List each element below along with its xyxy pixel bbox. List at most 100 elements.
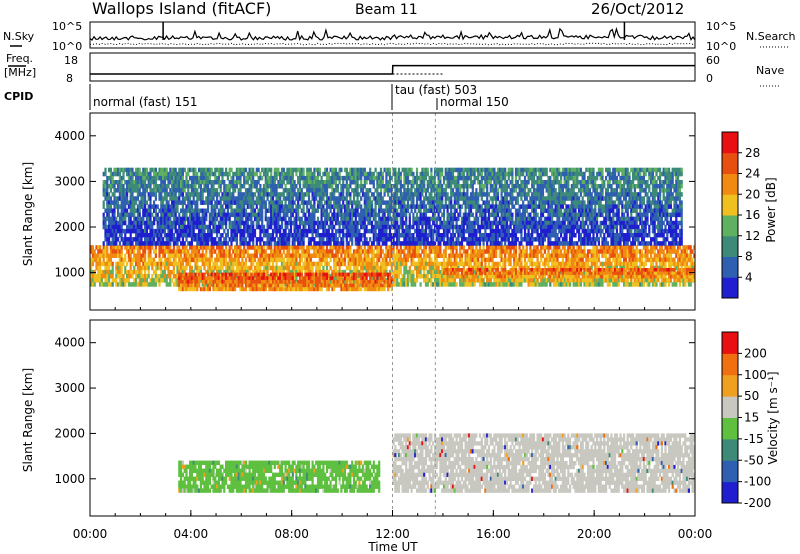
power-cell	[181, 287, 184, 292]
power-cell	[192, 245, 195, 250]
power-cell	[127, 249, 130, 254]
power-cell	[587, 257, 590, 263]
power-cell	[221, 279, 224, 284]
power-cell	[406, 245, 410, 250]
power-cell	[151, 245, 154, 250]
power-cell	[217, 279, 220, 284]
power-cell	[149, 216, 152, 222]
power-cell	[439, 269, 442, 275]
power-cell	[111, 216, 114, 222]
power-cell	[394, 253, 397, 258]
power-cell	[473, 282, 476, 287]
power-cell	[196, 265, 199, 271]
power-cell	[162, 196, 165, 201]
power-cell	[514, 274, 518, 279]
power-cell	[145, 278, 148, 283]
power-cell	[153, 220, 156, 226]
power-cell	[659, 282, 662, 287]
power-cell	[232, 249, 235, 254]
power-cell	[144, 196, 147, 201]
power-cell	[160, 200, 163, 205]
power-cell	[117, 228, 120, 234]
power-cell	[430, 265, 433, 271]
power-cell	[142, 175, 145, 181]
power-cell	[154, 167, 157, 173]
power-cell	[120, 261, 123, 267]
power-cell	[376, 253, 379, 258]
power-cell	[381, 278, 384, 283]
power-cell	[424, 257, 428, 263]
power-cell	[522, 245, 525, 250]
power-cell	[327, 283, 330, 288]
power-cell	[189, 220, 192, 226]
power-cell	[397, 274, 401, 279]
power-cell	[619, 268, 622, 272]
power-cell	[223, 257, 226, 263]
power-cell	[138, 180, 141, 185]
power-cell	[464, 253, 467, 258]
power-cell	[162, 224, 165, 230]
power-cell	[678, 245, 681, 250]
power-cell	[527, 274, 530, 279]
power-cell	[628, 245, 631, 250]
power-cell	[235, 237, 238, 242]
power-cell	[338, 265, 341, 271]
power-cell	[172, 212, 175, 218]
power-cell	[291, 265, 294, 271]
power-cell	[518, 257, 521, 263]
power-cell	[284, 265, 287, 271]
power-cell	[181, 171, 184, 177]
power-cell	[198, 233, 201, 238]
power-cell	[147, 204, 150, 209]
power-cell	[104, 184, 107, 189]
power-cell	[444, 274, 447, 279]
power-cell	[532, 282, 536, 287]
power-cell	[102, 184, 105, 189]
power-cell	[320, 253, 323, 258]
power-cell	[309, 279, 312, 284]
power-cell	[246, 269, 249, 275]
power-cell	[201, 167, 204, 173]
power-cell	[151, 237, 154, 242]
power-cell	[192, 192, 195, 197]
power-cell	[664, 245, 667, 250]
power-cell	[367, 257, 370, 263]
power-cell	[230, 283, 233, 288]
power-cell	[167, 204, 170, 209]
power-cell	[329, 283, 332, 288]
power-cell	[237, 283, 240, 288]
power-cell	[446, 245, 449, 250]
power-cell	[266, 283, 269, 288]
power-cell	[450, 265, 453, 271]
power-cell	[163, 233, 166, 238]
power-cell	[145, 241, 148, 246]
power-cell	[176, 274, 179, 279]
power-cell	[216, 269, 219, 275]
power-cell	[666, 253, 669, 258]
power-cell	[415, 253, 419, 258]
power-cell	[127, 188, 130, 193]
power-cell	[194, 200, 197, 205]
power-cell	[626, 271, 629, 276]
power-cell	[135, 208, 138, 213]
power-cell	[385, 272, 388, 277]
power-cell	[388, 269, 392, 275]
power-cell	[246, 245, 249, 250]
freq-label-1: Freq.	[6, 52, 33, 65]
power-cell	[316, 287, 320, 292]
power-cell	[167, 257, 170, 263]
power-cell	[275, 253, 278, 258]
power-cell	[172, 269, 175, 275]
power-cell	[614, 274, 617, 279]
power-cell	[145, 171, 148, 177]
power-cell	[91, 274, 94, 279]
power-cell	[181, 184, 184, 189]
power-cell	[633, 257, 636, 263]
power-cell	[677, 257, 680, 263]
power-cell	[513, 249, 516, 254]
power-cell	[199, 224, 202, 230]
power-cell	[176, 196, 179, 201]
power-cell	[115, 245, 118, 250]
power-cell	[171, 261, 174, 267]
power-cell	[135, 274, 138, 279]
